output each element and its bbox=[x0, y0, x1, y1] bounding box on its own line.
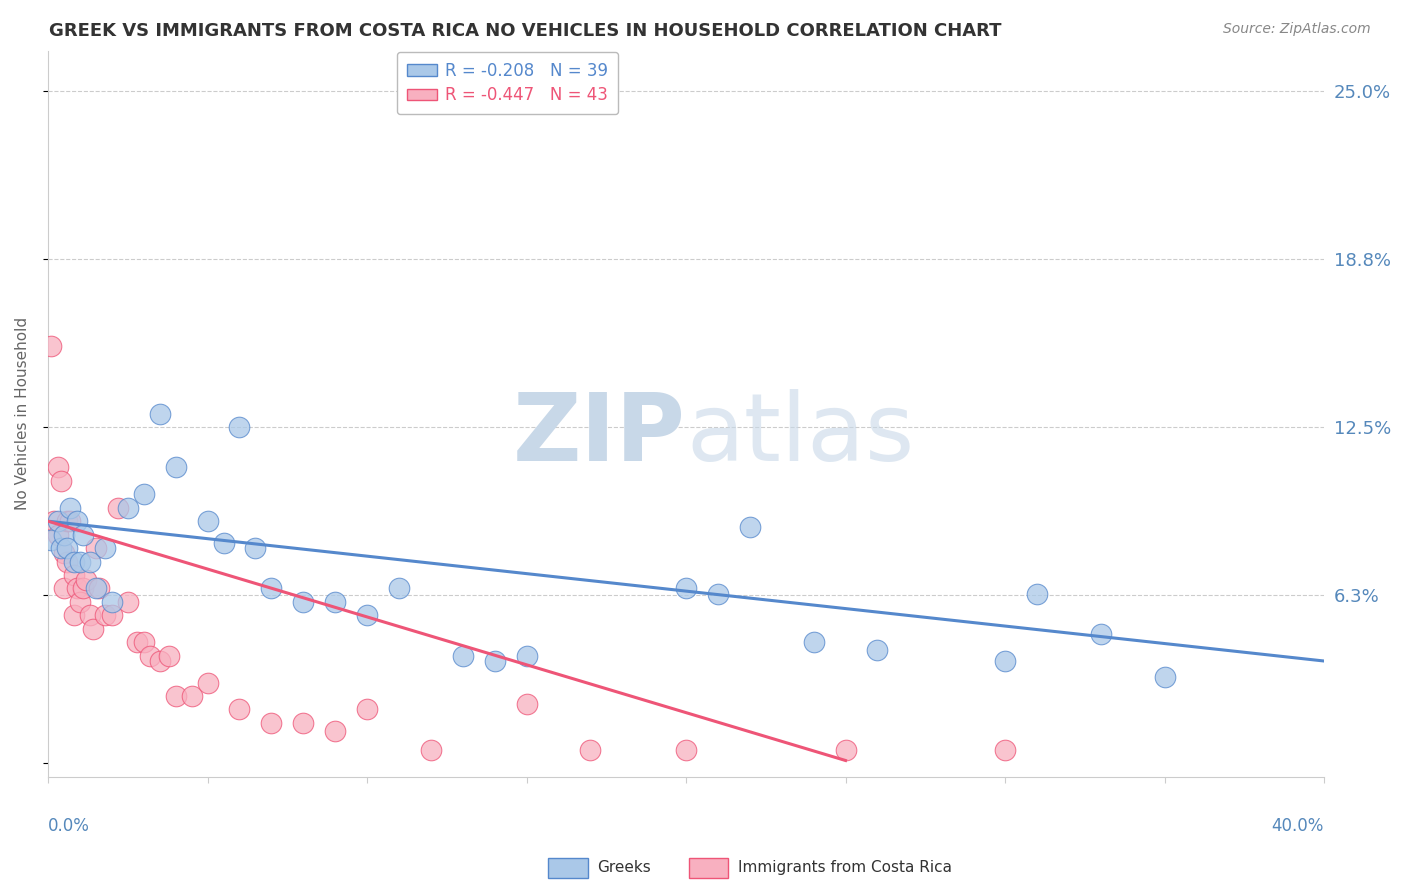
Point bbox=[62, 555, 84, 569]
Point bbox=[515, 648, 537, 663]
Point bbox=[834, 743, 856, 757]
Point bbox=[132, 635, 155, 649]
Point bbox=[675, 743, 697, 757]
Point bbox=[66, 514, 89, 528]
Point bbox=[292, 715, 315, 730]
Point bbox=[165, 460, 187, 475]
Point bbox=[675, 582, 697, 596]
Point bbox=[53, 546, 76, 560]
Point bbox=[79, 608, 101, 623]
Point bbox=[1026, 587, 1049, 601]
Y-axis label: No Vehicles in Household: No Vehicles in Household bbox=[15, 317, 30, 510]
Point bbox=[46, 527, 69, 541]
Text: Greeks: Greeks bbox=[598, 860, 651, 874]
Point bbox=[72, 582, 94, 596]
Point bbox=[72, 527, 94, 541]
Point bbox=[82, 622, 104, 636]
Point bbox=[139, 648, 162, 663]
Point bbox=[101, 608, 124, 623]
Point bbox=[59, 500, 82, 515]
Point bbox=[79, 555, 101, 569]
Point bbox=[39, 339, 62, 353]
Point bbox=[356, 608, 378, 623]
Text: Immigrants from Costa Rica: Immigrants from Costa Rica bbox=[738, 860, 952, 874]
Point bbox=[56, 514, 79, 528]
Point bbox=[994, 654, 1017, 668]
Text: 40.0%: 40.0% bbox=[1271, 816, 1324, 835]
Point bbox=[94, 608, 117, 623]
Point bbox=[165, 689, 187, 703]
Point bbox=[180, 689, 202, 703]
Point bbox=[484, 654, 506, 668]
Point bbox=[84, 541, 107, 555]
Point bbox=[292, 595, 315, 609]
Point bbox=[62, 608, 84, 623]
Text: ZIP: ZIP bbox=[513, 390, 686, 482]
Point bbox=[197, 514, 219, 528]
Point bbox=[49, 541, 72, 555]
Point bbox=[56, 555, 79, 569]
Point bbox=[49, 474, 72, 488]
Point bbox=[245, 541, 267, 555]
Point bbox=[117, 595, 139, 609]
Point bbox=[579, 743, 602, 757]
Point bbox=[994, 743, 1017, 757]
Text: Source: ZipAtlas.com: Source: ZipAtlas.com bbox=[1223, 22, 1371, 37]
Point bbox=[419, 743, 441, 757]
Point bbox=[39, 533, 62, 547]
Point bbox=[738, 519, 761, 533]
Text: atlas: atlas bbox=[686, 390, 914, 482]
Point bbox=[197, 675, 219, 690]
Point bbox=[356, 702, 378, 716]
Point bbox=[212, 535, 235, 549]
Point bbox=[323, 595, 346, 609]
Point bbox=[149, 654, 172, 668]
Point bbox=[94, 541, 117, 555]
Point bbox=[157, 648, 180, 663]
Point bbox=[451, 648, 474, 663]
Point bbox=[803, 635, 825, 649]
Point bbox=[228, 420, 250, 434]
Point bbox=[117, 500, 139, 515]
Point bbox=[132, 487, 155, 501]
Point bbox=[56, 541, 79, 555]
Point bbox=[59, 514, 82, 528]
Point bbox=[1153, 670, 1175, 684]
Point bbox=[149, 407, 172, 421]
Point bbox=[69, 555, 91, 569]
Point bbox=[44, 514, 66, 528]
Legend: R = -0.208   N = 39, R = -0.447   N = 43: R = -0.208 N = 39, R = -0.447 N = 43 bbox=[396, 52, 619, 114]
Point bbox=[260, 582, 283, 596]
Point bbox=[260, 715, 283, 730]
Point bbox=[46, 460, 69, 475]
Point bbox=[84, 582, 107, 596]
Point bbox=[707, 587, 730, 601]
Point bbox=[228, 702, 250, 716]
Point bbox=[127, 635, 149, 649]
Point bbox=[46, 514, 69, 528]
Point bbox=[75, 574, 97, 588]
Point bbox=[53, 527, 76, 541]
Point bbox=[1090, 627, 1112, 641]
Point bbox=[388, 582, 411, 596]
Point bbox=[69, 595, 91, 609]
Point bbox=[87, 582, 110, 596]
Point bbox=[866, 643, 889, 657]
Point bbox=[323, 723, 346, 738]
Point bbox=[53, 582, 76, 596]
Point bbox=[515, 697, 537, 711]
Point bbox=[107, 500, 129, 515]
Text: GREEK VS IMMIGRANTS FROM COSTA RICA NO VEHICLES IN HOUSEHOLD CORRELATION CHART: GREEK VS IMMIGRANTS FROM COSTA RICA NO V… bbox=[49, 22, 1001, 40]
Text: 0.0%: 0.0% bbox=[48, 816, 90, 835]
Point bbox=[62, 568, 84, 582]
Point bbox=[101, 595, 124, 609]
Point bbox=[66, 582, 89, 596]
